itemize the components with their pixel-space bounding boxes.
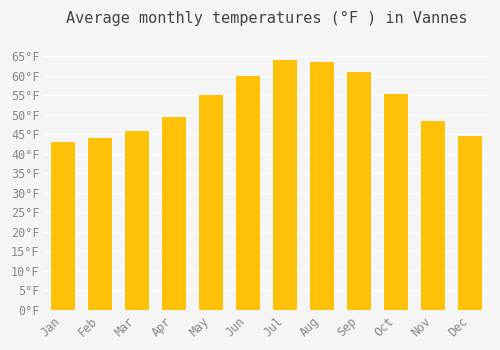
Bar [384,93,408,310]
Bar [199,96,223,310]
Title: Average monthly temperatures (°F ) in Vannes: Average monthly temperatures (°F ) in Va… [66,11,468,26]
Bar [422,121,446,310]
Bar [236,76,260,310]
Bar [458,136,482,310]
Bar [310,62,334,310]
Bar [162,117,186,310]
Bar [273,61,297,310]
Bar [125,131,149,310]
Bar [88,138,112,310]
Bar [51,142,75,310]
Bar [347,72,372,310]
